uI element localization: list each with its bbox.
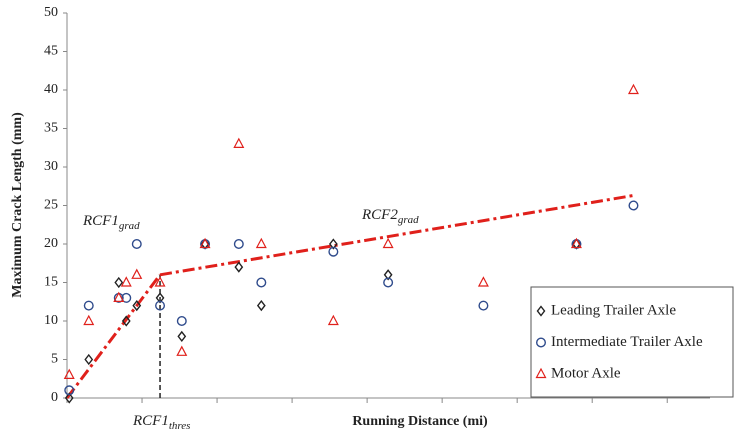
- triangle-point: [570, 237, 582, 249]
- triangle-point: [233, 137, 245, 148]
- legend-label: Motor Axle: [551, 365, 621, 381]
- triangle-point: [63, 368, 75, 379]
- trend-line: [159, 194, 634, 277]
- annotation: RCF1thres: [132, 413, 190, 431]
- y-axis-title: Maximum Crack Length (mm): [10, 112, 25, 298]
- circle-point: [383, 277, 394, 288]
- circle-point: [478, 300, 489, 311]
- diamond-point: [328, 238, 338, 250]
- triangle-point: [199, 237, 211, 249]
- y-tick-label: 20: [44, 236, 58, 251]
- circle-point: [64, 385, 75, 396]
- triangle-point: [113, 291, 125, 302]
- y-tick-label: 30: [44, 159, 58, 174]
- circle-point: [233, 238, 244, 249]
- diamond-point: [383, 269, 393, 281]
- triangle-point: [176, 345, 188, 356]
- annotation-subscript: thres: [169, 420, 191, 432]
- triangle-point: [535, 367, 547, 379]
- triangle-point: [255, 237, 267, 249]
- y-tick-label: 25: [44, 198, 58, 213]
- triangle-point: [83, 314, 95, 326]
- circle-point: [628, 200, 639, 211]
- circle-point: [256, 277, 267, 288]
- triangle-point: [120, 276, 132, 287]
- y-tick-label: 0: [51, 390, 58, 405]
- y-tick-label: 50: [44, 5, 58, 20]
- triangle-point: [382, 237, 394, 249]
- annotation-text: RCF2: [361, 207, 398, 223]
- diamond-point: [84, 353, 94, 366]
- circle-point: [536, 337, 547, 348]
- y-tick-label: 5: [51, 352, 58, 367]
- triangle-point: [131, 268, 143, 279]
- annotation: RCF1grad: [82, 213, 140, 231]
- diamond-point: [114, 276, 124, 289]
- y-tick-label: 35: [44, 121, 58, 136]
- circle-point: [328, 246, 339, 257]
- y-tick-label: 15: [44, 275, 58, 290]
- y-tick-label: 40: [44, 82, 58, 97]
- legend-label: Leading Trailer Axle: [551, 302, 676, 318]
- diamond-point: [64, 392, 74, 404]
- annotation-subscript: grad: [119, 220, 140, 232]
- trend-line: [65, 273, 162, 399]
- y-tick-label: 45: [44, 44, 58, 59]
- diamond-point: [132, 299, 142, 312]
- y-tick-label: 10: [44, 313, 58, 328]
- triangle-point: [627, 83, 639, 95]
- triangle-point: [327, 314, 339, 326]
- diamond-point: [256, 299, 266, 312]
- x-axis-title: Running Distance (mi): [352, 414, 488, 429]
- legend-box: [530, 286, 734, 398]
- diamond-point: [536, 305, 546, 317]
- annotation-text: RCF1: [132, 413, 169, 429]
- annotation-subscript: grad: [398, 214, 419, 226]
- annotation: RCF2grad: [361, 207, 419, 225]
- diamond-point: [155, 292, 165, 304]
- circle-point: [83, 300, 94, 311]
- triangle-point: [154, 276, 166, 287]
- circle-point: [131, 238, 142, 249]
- circle-point: [176, 316, 187, 327]
- legend-label: Intermediate Trailer Axle: [551, 334, 703, 350]
- diamond-point: [234, 261, 244, 273]
- triangle-point: [477, 276, 489, 287]
- diamond-point: [121, 315, 131, 327]
- circle-point: [155, 300, 166, 311]
- annotation-text: RCF1: [82, 213, 119, 229]
- diamond-point: [177, 330, 187, 343]
